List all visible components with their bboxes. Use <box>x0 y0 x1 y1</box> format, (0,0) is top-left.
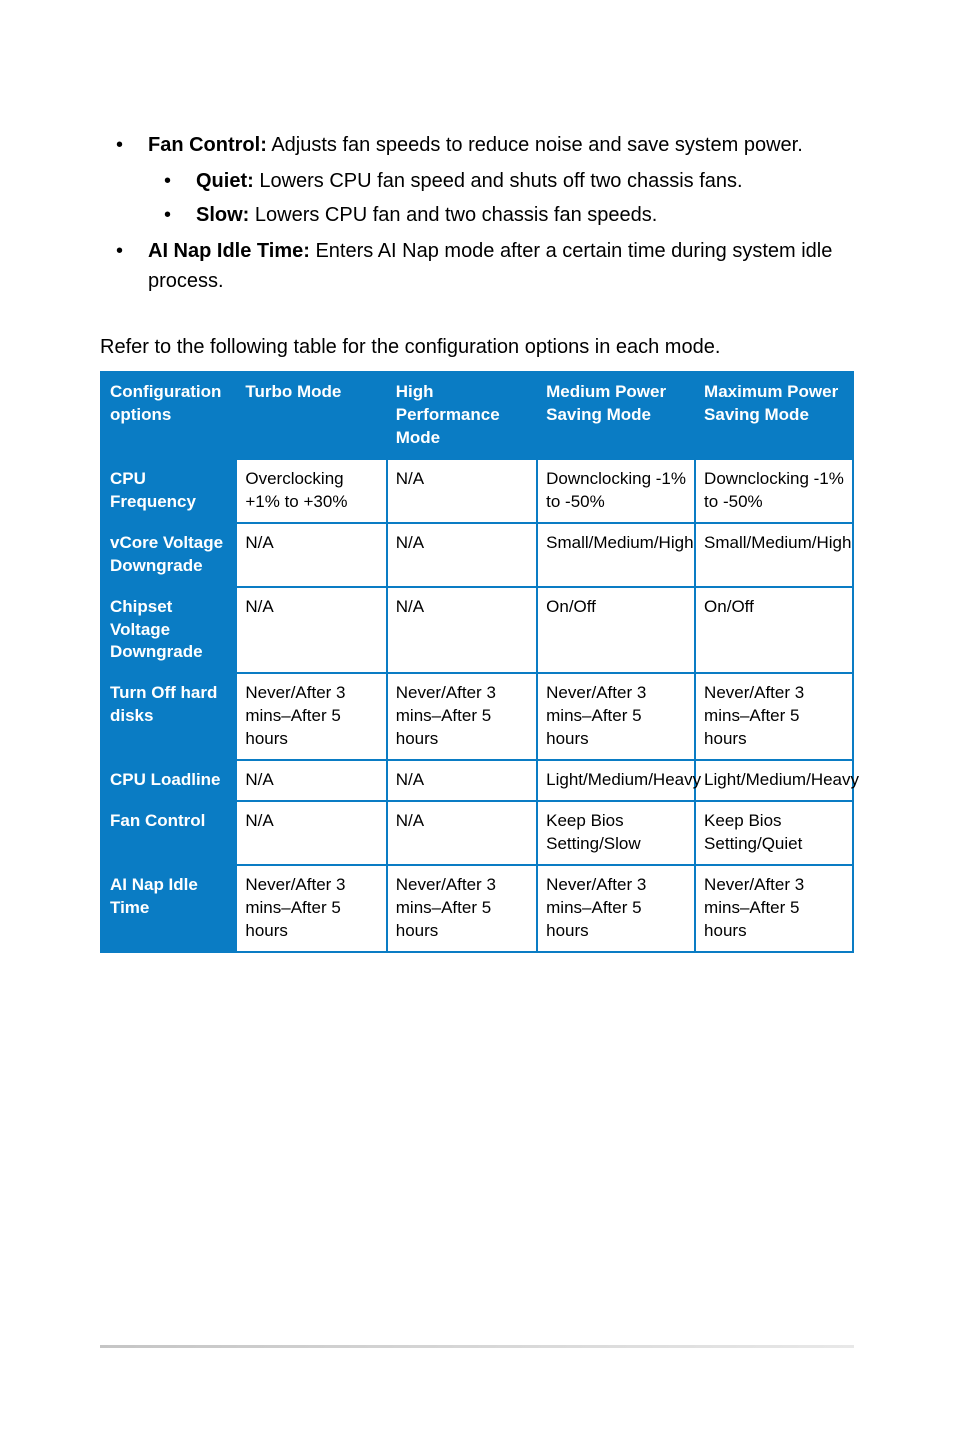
bullet-desc: Adjusts fan speeds to reduce noise and s… <box>267 134 803 156</box>
table-cell: N/A <box>387 760 537 801</box>
footer-divider <box>100 1345 854 1348</box>
table-cell: Small/Medium/High <box>695 523 853 587</box>
row-label: CPU Frequency <box>101 459 236 523</box>
table-cell: Keep Bios Setting/Slow <box>537 801 695 865</box>
table-cell: On/Off <box>537 587 695 674</box>
table-header-row: Configuration options Turbo Mode High Pe… <box>101 372 853 459</box>
table-cell: N/A <box>387 587 537 674</box>
row-label: CPU Loadline <box>101 760 236 801</box>
sub-bullet-label: Slow: <box>196 204 249 226</box>
table-row: Fan ControlN/AN/AKeep Bios Setting/SlowK… <box>101 801 853 865</box>
table-row: Chipset Voltage DowngradeN/AN/AOn/OffOn/… <box>101 587 853 674</box>
bullet-label: Fan Control: <box>148 134 267 156</box>
table-body: CPU FrequencyOverclocking +1% to +30%N/A… <box>101 459 853 952</box>
sub-bullet-label: Quiet: <box>196 170 254 192</box>
table-cell: Light/Medium/Heavy <box>537 760 695 801</box>
sub-bullet-quiet: Quiet: Lowers CPU fan speed and shuts of… <box>148 166 854 196</box>
header-medium-power: Medium Power Saving Mode <box>537 372 695 459</box>
row-label: AI Nap Idle Time <box>101 865 236 952</box>
table-row: Turn Off hard disksNever/After 3 mins–Af… <box>101 673 853 760</box>
table-cell: Never/After 3 mins–After 5 hours <box>695 865 853 952</box>
table-cell: Never/After 3 mins–After 5 hours <box>387 865 537 952</box>
table-row: CPU FrequencyOverclocking +1% to +30%N/A… <box>101 459 853 523</box>
row-label: Chipset Voltage Downgrade <box>101 587 236 674</box>
row-label: vCore Voltage Downgrade <box>101 523 236 587</box>
table-cell: Never/After 3 mins–After 5 hours <box>695 673 853 760</box>
table-cell: Keep Bios Setting/Quiet <box>695 801 853 865</box>
table-row: vCore Voltage DowngradeN/AN/ASmall/Mediu… <box>101 523 853 587</box>
feature-bullet-list: Fan Control: Adjusts fan speeds to reduc… <box>100 130 854 296</box>
table-cell: N/A <box>387 801 537 865</box>
table-row: CPU LoadlineN/AN/ALight/Medium/HeavyLigh… <box>101 760 853 801</box>
table-cell: Never/After 3 mins–After 5 hours <box>387 673 537 760</box>
table-intro-text: Refer to the following table for the con… <box>100 336 854 359</box>
table-cell: N/A <box>236 801 386 865</box>
header-config-options: Configuration options <box>101 372 236 459</box>
table-cell: Downclocking -1% to -50% <box>695 459 853 523</box>
sub-bullet-slow: Slow: Lowers CPU fan and two chassis fan… <box>148 200 854 230</box>
header-turbo-mode: Turbo Mode <box>236 372 386 459</box>
table-row: AI Nap Idle TimeNever/After 3 mins–After… <box>101 865 853 952</box>
table-cell: N/A <box>387 523 537 587</box>
sub-bullet-desc: Lowers CPU fan and two chassis fan speed… <box>249 204 657 226</box>
table-cell: Overclocking +1% to +30% <box>236 459 386 523</box>
table-cell: Downclocking -1% to -50% <box>537 459 695 523</box>
table-cell: N/A <box>236 760 386 801</box>
sub-bullet-desc: Lowers CPU fan speed and shuts off two c… <box>254 170 743 192</box>
table-cell: Small/Medium/High <box>537 523 695 587</box>
row-label: Turn Off hard disks <box>101 673 236 760</box>
table-cell: N/A <box>387 459 537 523</box>
table-cell: Never/After 3 mins–After 5 hours <box>537 673 695 760</box>
fan-control-sublist: Quiet: Lowers CPU fan speed and shuts of… <box>148 166 854 230</box>
table-cell: Never/After 3 mins–After 5 hours <box>537 865 695 952</box>
row-label: Fan Control <box>101 801 236 865</box>
bullet-ai-nap: AI Nap Idle Time: Enters AI Nap mode aft… <box>100 236 854 296</box>
table-cell: Light/Medium/Heavy <box>695 760 853 801</box>
table-cell: N/A <box>236 523 386 587</box>
table-cell: On/Off <box>695 587 853 674</box>
table-cell: Never/After 3 mins–After 5 hours <box>236 865 386 952</box>
bullet-label: AI Nap Idle Time: <box>148 240 310 262</box>
bullet-fan-control: Fan Control: Adjusts fan speeds to reduc… <box>100 130 854 230</box>
header-high-performance: High Performance Mode <box>387 372 537 459</box>
table-cell: Never/After 3 mins–After 5 hours <box>236 673 386 760</box>
configuration-table: Configuration options Turbo Mode High Pe… <box>100 371 854 953</box>
table-cell: N/A <box>236 587 386 674</box>
header-max-power: Maximum Power Saving Mode <box>695 372 853 459</box>
